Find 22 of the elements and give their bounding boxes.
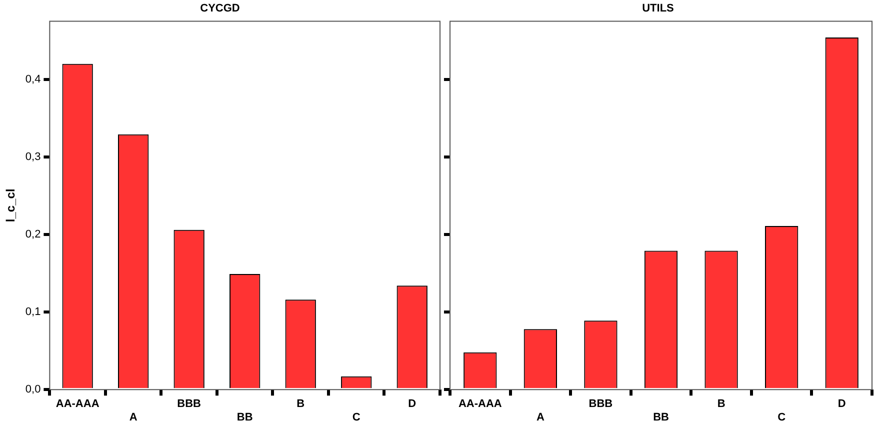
x-tick-label: C <box>778 411 786 424</box>
y-tick-label: 0,2 <box>25 228 41 241</box>
x-tick-label: BB <box>653 411 669 424</box>
x-tick-label: BB <box>236 411 253 424</box>
x-tick-label: D <box>408 398 416 410</box>
x-tick-label: D <box>838 398 846 410</box>
x-tick-label: A <box>536 411 544 424</box>
x-tick-label: BBB <box>177 398 202 410</box>
x-tick-label: A <box>129 411 138 424</box>
y-tick-label: 0,1 <box>25 306 41 318</box>
y-tick-label: 0,0 <box>25 384 41 396</box>
x-tick-label: AA-AAA <box>56 398 100 410</box>
y-tick-label: 0,3 <box>25 150 41 163</box>
x-tick-label: B <box>296 398 305 410</box>
chart-title: UTILS <box>642 2 674 15</box>
x-tick-label: AA-AAA <box>458 398 502 410</box>
x-tick-label: B <box>717 398 726 410</box>
x-tick-label: C <box>352 411 360 424</box>
x-tick-label: BBB <box>588 398 613 410</box>
chart-title: CYCGD <box>200 2 240 15</box>
y-axis-title: l_c_cl <box>4 188 18 222</box>
y-tick-label: 0,4 <box>25 73 41 86</box>
